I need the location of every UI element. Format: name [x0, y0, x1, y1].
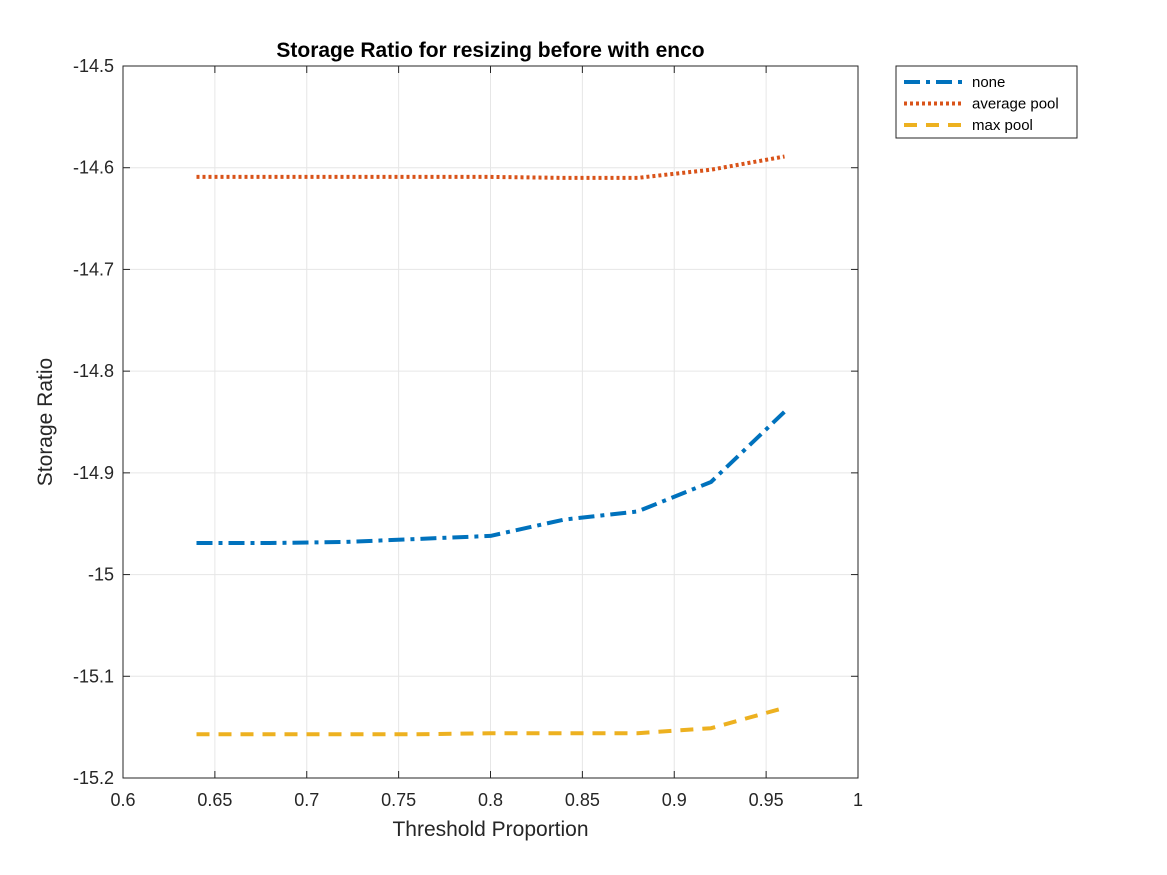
x-tick-label: 0.65 — [197, 790, 232, 810]
legend-label-average-pool: average pool — [972, 96, 1059, 113]
y-tick-label: -14.5 — [73, 56, 114, 76]
x-tick-label: 0.6 — [110, 790, 135, 810]
y-tick-label: -15.2 — [73, 768, 114, 788]
x-tick-label: 0.7 — [294, 790, 319, 810]
legend-entry-max-pool: max pool — [904, 117, 1033, 134]
y-tick-label: -15.1 — [73, 666, 114, 686]
y-tick-label: -15 — [88, 565, 114, 585]
series-line-none — [196, 410, 786, 545]
legend: none average pool max pool — [895, 65, 1078, 139]
y-tick-label: -14.9 — [73, 463, 114, 483]
legend-label-none: none — [972, 74, 1005, 91]
y-tick-label: -14.7 — [73, 259, 114, 279]
x-tick-label: 0.85 — [565, 790, 600, 810]
grid — [122, 65, 859, 779]
series-lines — [196, 154, 786, 737]
legend-entry-none: none — [904, 74, 1005, 91]
y-tick-label: -14.6 — [73, 158, 114, 178]
x-axis-label: Threshold Proportion — [392, 818, 588, 841]
x-tick-label: 0.8 — [478, 790, 503, 810]
legend-entry-average-pool: average pool — [904, 96, 1059, 113]
x-tick-label: 0.75 — [381, 790, 416, 810]
x-tick-label: 0.9 — [662, 790, 687, 810]
x-tick-label: 0.95 — [749, 790, 784, 810]
y-tick-label: -14.8 — [73, 361, 114, 381]
legend-label-max-pool: max pool — [972, 117, 1033, 134]
axis-ticks: 0.6 0.65 0.7 0.75 0.8 0.85 0.9 0.95 1 -15.2 -15.1 -… — [73, 56, 863, 810]
y-axis-label: Storage Ratio — [34, 358, 57, 486]
chart-title: Storage Ratio for resizing before with e… — [276, 39, 704, 62]
series-line-average-pool — [196, 154, 785, 180]
series-line-max-pool — [196, 705, 786, 737]
x-tick-label: 1 — [853, 790, 863, 810]
